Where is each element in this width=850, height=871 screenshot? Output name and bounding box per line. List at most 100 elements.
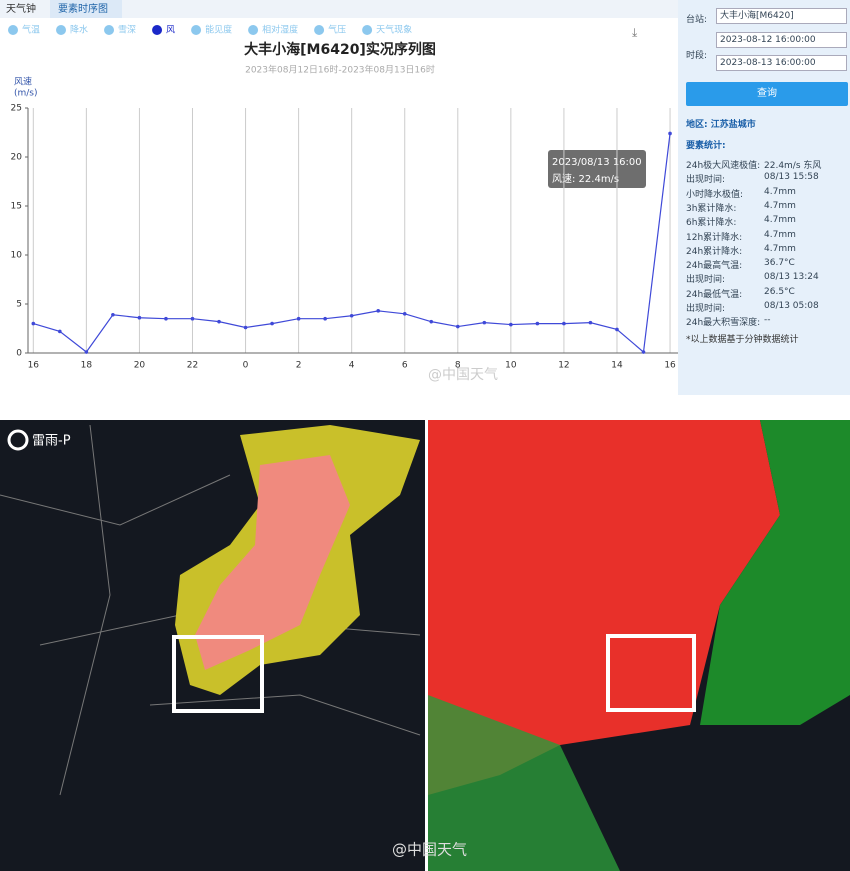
active-tab [50,0,122,18]
tab[interactable]: 要素时序图 [58,2,108,15]
y-tick-label: 10 [11,251,23,261]
point [164,316,168,321]
station-input[interactable]: 大丰小海[M6420] [716,8,847,24]
start-input[interactable]: 2023-08-12 16:00:00 [716,32,847,48]
x-tick-label: 16 [28,361,40,371]
echo [195,455,350,670]
point [455,324,460,329]
stat-label: 3h累计降水: [686,203,737,214]
legend-marker [314,25,325,35]
region: 地区: 江苏盐城市 [686,120,756,130]
x-tick-label: 10 [505,361,517,371]
stat-value: 08/13 13:24 [764,272,819,283]
legend-item[interactable]: 降水 [70,24,88,36]
point [243,325,248,330]
highlight-box [172,635,264,713]
point [31,321,36,326]
stat-label: 24h最低气温: [686,289,743,300]
radar: 雷雨-P @中国天气 [0,420,850,871]
point [349,313,354,318]
stat-label: 24h累计降水: [686,246,743,257]
point [482,320,487,325]
stat-label: 出现时间: [686,175,726,186]
x-tick-label: 6 [402,361,408,371]
legend-marker [191,25,202,35]
stat-label: 出现时间: [686,304,726,314]
download-icon[interactable]: ⤓ [632,26,638,40]
y-axis-unit: (m/s) [14,89,38,99]
stat-label: 24h极大风速极值: [686,161,761,171]
tooltip-text: 风速: 22.4m/s [552,173,619,185]
point [270,321,274,326]
legend-marker [362,25,373,35]
highlight-box [606,634,696,712]
end-input[interactable]: 2023-08-13 16:00:00 [716,55,847,71]
stat-value: 4.7mm [764,215,796,226]
legend-item[interactable]: 气温 [22,24,40,36]
point [376,309,381,313]
point [588,320,593,325]
x-tick-label: 4 [349,361,355,371]
legend-item[interactable]: 气压 [328,24,346,36]
x-tick-label: 14 [611,361,623,371]
legend-item[interactable]: 风 [166,25,175,36]
x-tick-label: 20 [134,361,146,371]
legend-marker [56,25,67,35]
point [615,327,619,332]
stat-value: -- [764,315,771,326]
legend-item[interactable]: 相对湿度 [262,24,298,36]
legend-marker [152,25,163,35]
stat-label: 小时降水极值: [686,189,744,200]
point [58,329,62,334]
point [190,316,195,321]
legend-marker [248,25,259,35]
stat-value: 4.7mm [764,229,796,240]
label: 时段: [686,51,708,61]
legend-marker [8,25,18,35]
stat-label: 24h最大积雪深度: [686,318,761,329]
point [641,350,646,354]
x-tick-label: 16 [664,361,676,371]
radar-logo: 雷雨-P [32,434,71,449]
y-tick-label: 15 [11,202,22,212]
point [668,131,672,136]
query-button[interactable]: 查询 [686,82,848,106]
note: *以上数据基于分钟数据统计 [686,335,799,345]
y-tick-label: 25 [11,104,22,114]
stat-label: 6h累计降水: [686,218,737,229]
stat-value: 08/13 15:58 [764,172,819,183]
point [84,350,89,354]
stat-value: 26.5°C [764,286,795,297]
tooltip [548,150,646,188]
label: 台站: [686,15,708,25]
stats-title: 要素统计: [686,141,726,151]
stat-label: 出现时间: [686,275,726,286]
point [137,315,142,320]
y-tick-label: 0 [16,349,22,359]
chart-subtitle: 2023年08月12日16时-2023年08月13日16时 [245,64,435,76]
point [535,321,540,326]
point [296,316,301,321]
stat-value: 36.7°C [764,258,795,269]
echo [428,695,620,871]
legend-marker [104,25,115,35]
watermark: @中国天气 [428,367,498,383]
point [509,322,513,327]
legend-item[interactable]: 雪深 [118,25,136,36]
chart-title: 大丰小海[M6420]实况序列图 [244,41,436,58]
x-tick-label: 18 [81,361,93,371]
point [402,312,407,316]
legend-item[interactable]: 天气现象 [376,24,412,36]
point [429,319,434,324]
legend-item[interactable]: 能见度 [205,24,232,36]
tab[interactable]: 天气钟 [6,2,36,15]
watermark: @中国天气 [392,841,467,859]
y-axis-label: 风速 [14,77,32,88]
y-tick-label: 5 [16,300,22,310]
chart: 天气钟 要素时序图 大丰小海[M6420]实况序列图 2023年08月12日16… [0,0,678,383]
x-tick-label: 8 [455,361,461,371]
point [217,319,221,324]
x-tick-label: 12 [558,361,569,371]
tooltip-time: 2023/08/13 16:00 [552,157,642,168]
stat-value: 22.4m/s 东风 [764,161,822,171]
